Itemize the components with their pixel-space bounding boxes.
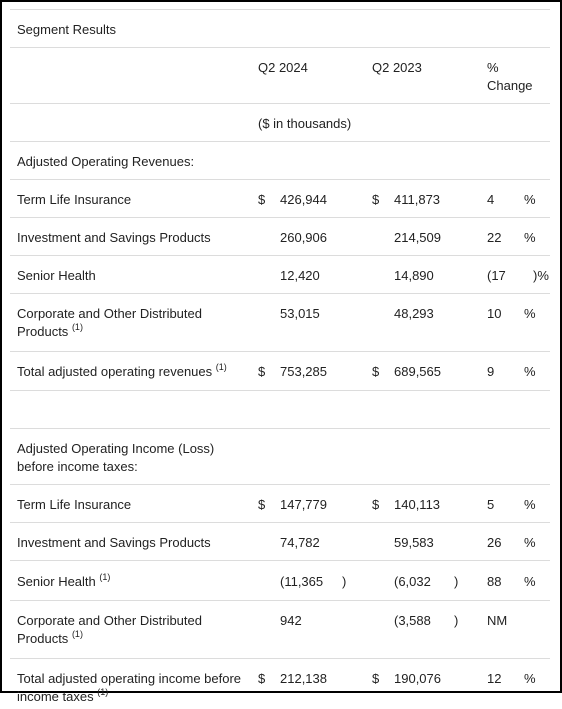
value-q2-2023: 14,890: [394, 268, 434, 283]
table-row: Senior Health (1) (11,365 ) (6,032 ) 88 …: [10, 560, 550, 600]
percent-change: NM: [487, 613, 508, 628]
currency-symbol: $: [372, 364, 380, 379]
units-label: ($ in thousands): [258, 116, 352, 131]
currency-symbol: $: [372, 671, 380, 686]
revenues-heading-row: Adjusted Operating Revenues:: [10, 141, 550, 179]
table-row: Term Life Insurance $ 426,944 $ 411,873 …: [10, 179, 550, 217]
footnote-marker: (1): [71, 321, 83, 332]
header-percent-change: % Change: [487, 60, 533, 93]
percent-sign: %: [524, 497, 536, 512]
value-q2-2024: 753,285: [280, 364, 327, 379]
negative-close-paren: ): [454, 574, 459, 589]
row-label: Term Life Insurance: [17, 497, 132, 512]
table-title: Segment Results: [17, 22, 116, 37]
percent-sign: %: [524, 574, 536, 589]
currency-symbol: $: [258, 364, 266, 379]
currency-symbol: $: [372, 497, 380, 512]
row-label: Total adjusted operating income before i…: [17, 671, 242, 704]
table-row: Corporate and Other Distributed Products…: [10, 293, 550, 351]
section-heading: Adjusted Operating Income (Loss) before …: [17, 441, 215, 474]
percent-change: 5: [487, 497, 495, 512]
footnote-marker: (1): [71, 628, 83, 639]
value-q2-2023: (6,032: [394, 574, 431, 589]
percent-sign: %: [524, 306, 536, 321]
header-q2-2023: Q2 2023: [372, 60, 422, 75]
currency-symbol: $: [258, 192, 266, 207]
value-q2-2024: 74,782: [280, 535, 320, 550]
header-q2-2024: Q2 2024: [258, 60, 308, 75]
currency-symbol: $: [258, 497, 266, 512]
negative-close-paren: ): [454, 613, 459, 628]
percent-sign: %: [524, 230, 536, 245]
table-row: Corporate and Other Distributed Products…: [10, 600, 550, 658]
value-q2-2023: 48,293: [394, 306, 434, 321]
percent-change: 9: [487, 364, 495, 379]
currency-symbol: $: [258, 671, 266, 686]
row-label: Investment and Savings Products: [17, 535, 211, 550]
row-label: Total adjusted operating revenues (1): [17, 361, 227, 379]
percent-change: (17: [487, 268, 506, 283]
row-label: Investment and Savings Products: [17, 230, 211, 245]
value-q2-2023: (3,588: [394, 613, 431, 628]
value-q2-2023: 59,583: [394, 535, 434, 550]
row-label: Term Life Insurance: [17, 192, 132, 207]
percent-change: 88: [487, 574, 502, 589]
percent-change: 12: [487, 671, 502, 686]
percent-sign: %: [524, 192, 536, 207]
row-label: Corporate and Other Distributed Products…: [17, 613, 202, 646]
section-heading: Adjusted Operating Revenues:: [17, 154, 195, 169]
table-row: Investment and Savings Products 260,906 …: [10, 217, 550, 255]
percent-sign: %: [524, 364, 536, 379]
table-row: Term Life Insurance $ 147,779 $ 140,113 …: [10, 484, 550, 522]
percent-change: 26: [487, 535, 502, 550]
income-heading-row: Adjusted Operating Income (Loss) before …: [10, 428, 550, 484]
units-row: ($ in thousands): [10, 103, 550, 141]
row-label: Senior Health (1): [17, 571, 111, 589]
percent-change: 22: [487, 230, 502, 245]
value-q2-2023: 411,873: [394, 192, 441, 207]
value-q2-2024: 212,138: [280, 671, 327, 686]
spacer-row: [10, 390, 550, 428]
value-q2-2024: (11,365: [280, 574, 324, 589]
value-q2-2023: 689,565: [394, 364, 441, 379]
segment-results-table: Segment Results Q2 2024 Q2 2023 % Change…: [10, 9, 550, 709]
table-row: Investment and Savings Products 74,782 5…: [10, 522, 550, 560]
percent-change: 4: [487, 192, 495, 207]
total-row: Total adjusted operating income before i…: [10, 658, 550, 709]
currency-symbol: $: [372, 192, 380, 207]
footnote-marker: (1): [215, 361, 227, 372]
value-q2-2024: 147,779: [280, 497, 327, 512]
negative-close-paren: ): [342, 574, 347, 589]
percent-change: 10: [487, 306, 502, 321]
footnote-marker: (1): [99, 571, 111, 582]
value-q2-2024: 426,944: [280, 192, 327, 207]
row-label: Corporate and Other Distributed Products…: [17, 306, 202, 339]
table-row: Senior Health 12,420 14,890 (17 )%: [10, 255, 550, 293]
percent-sign: %: [524, 535, 536, 550]
value-q2-2024: 942: [280, 613, 302, 628]
title-row: Segment Results: [10, 9, 550, 47]
value-q2-2023: 190,076: [394, 671, 441, 686]
percent-sign: )%: [533, 268, 549, 283]
value-q2-2024: 12,420: [280, 268, 320, 283]
column-header-row: Q2 2024 Q2 2023 % Change: [10, 47, 550, 103]
percent-sign: %: [524, 671, 536, 686]
value-q2-2023: 214,509: [394, 230, 441, 245]
value-q2-2024: 260,906: [280, 230, 327, 245]
value-q2-2023: 140,113: [394, 497, 441, 512]
value-q2-2024: 53,015: [280, 306, 320, 321]
row-label: Senior Health: [17, 268, 96, 283]
total-row: Total adjusted operating revenues (1) $ …: [10, 351, 550, 390]
footnote-marker: (1): [97, 686, 109, 697]
